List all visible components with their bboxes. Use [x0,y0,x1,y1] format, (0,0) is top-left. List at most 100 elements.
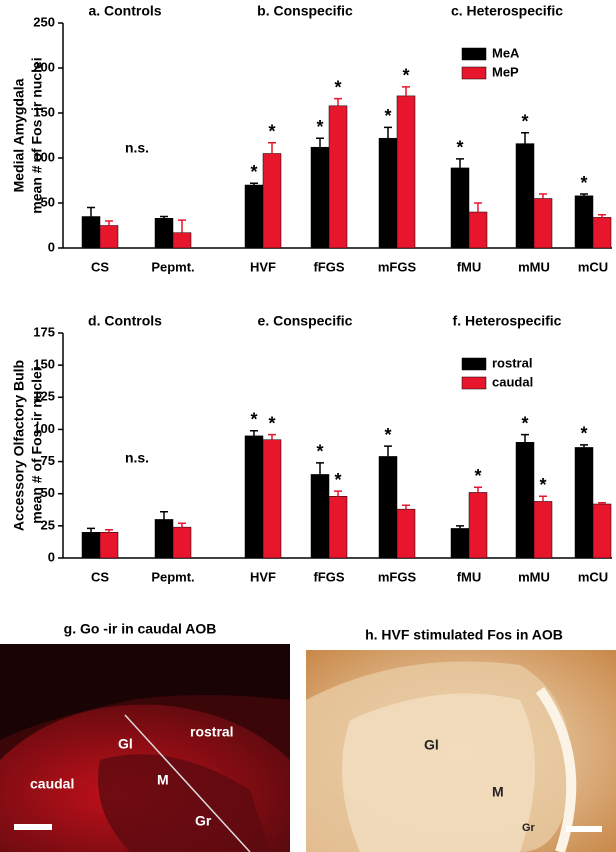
error-bar [456,525,464,529]
bar [310,146,330,249]
image-label: Gl [424,737,439,753]
legend-swatch [461,376,487,390]
y-tick-label: 150 [33,104,55,119]
error-bar [598,501,606,504]
error-bar [539,495,547,502]
x-tick-label: fMU [457,569,482,584]
y-axis-label: Accessory Olfactory Bulb [11,360,27,531]
bar [99,225,119,249]
bar [450,528,470,559]
bar [515,143,535,249]
significance: * [539,475,546,495]
significance: * [250,162,257,182]
y-tick-label: 125 [33,389,55,404]
error-bar [521,433,529,443]
bar [154,519,174,559]
bar [328,496,348,559]
error-bar [456,158,464,168]
error-bar [539,193,547,199]
x-tick-label: fFGS [313,569,344,584]
x-tick-label: mMU [518,569,550,584]
bar [99,532,119,559]
significance: * [456,138,463,158]
image-label: M [492,784,504,800]
x-tick-label: fFGS [313,259,344,274]
bar [396,508,416,559]
error-bar [316,462,324,475]
error-bar [250,429,258,436]
bar [244,435,264,559]
error-bar [402,504,410,510]
bar [172,526,192,559]
legend-swatch [461,47,487,61]
y-axis-label: Medial Amygdala [11,78,27,192]
y-tick-label: 50 [41,194,55,209]
x-tick-label: mMU [518,259,550,274]
error-bar [178,522,186,528]
y-tick-label: 0 [48,549,55,564]
bar [378,456,398,559]
x-tick-label: fMU [457,259,482,274]
legend-label: MeA [492,45,520,60]
micrograph-g [0,644,290,852]
x-tick-label: CS [91,569,109,584]
x-tick-label: mCU [578,259,608,274]
x-tick-label: mCU [578,569,608,584]
legend-label: rostral [492,355,532,370]
error-bar [87,206,95,217]
group-title: f. Heterospecific [453,313,562,329]
bar [81,532,101,559]
error-bar [250,182,258,185]
y-tick-label: 0 [48,239,55,254]
significance: * [580,173,587,193]
y-tick-label: 25 [41,517,55,532]
bar [154,218,174,249]
significance: * [521,112,528,132]
bar [172,232,192,249]
bar [592,503,612,559]
legend-swatch [461,357,487,371]
y-tick-label: 150 [33,357,55,372]
significance: * [268,413,275,433]
image-title: g. Go -ir in caudal AOB [64,621,217,637]
error-bar [160,215,168,219]
error-bar [334,97,342,106]
group-title: a. Controls [88,3,161,19]
x-tick-label: CS [91,259,109,274]
y-tick-label: 50 [41,485,55,500]
group-title: c. Heterospecific [451,3,563,19]
legend-label: caudal [492,374,533,389]
error-bar [87,527,95,533]
legend-swatch [461,66,487,80]
error-bar [474,202,482,212]
x-tick-label: Pepmt. [151,259,194,274]
image-label: caudal [30,776,74,792]
y-axis-label: mean # of Fos -ir nuclei [29,367,45,523]
error-bar [384,445,392,457]
x-tick-label: HVF [250,569,276,584]
error-bar [268,433,276,440]
significance: * [474,466,481,486]
bar [574,447,594,559]
x-tick-label: Pepmt. [151,569,194,584]
error-bar [268,141,276,154]
significance: * [580,424,587,444]
significance: * [268,121,275,141]
bar [396,95,416,249]
bar [310,474,330,559]
image-label: rostral [190,724,234,740]
bar [244,184,264,249]
error-bar [402,86,410,96]
bar [592,217,612,249]
error-bar [384,126,392,139]
error-bar [178,219,186,233]
y-tick-label: 75 [41,453,55,468]
error-bar [580,193,588,196]
x-tick-label: mFGS [378,259,417,274]
significance: * [316,442,323,462]
bar [533,501,553,559]
error-bar [160,510,168,520]
bar [378,137,398,249]
